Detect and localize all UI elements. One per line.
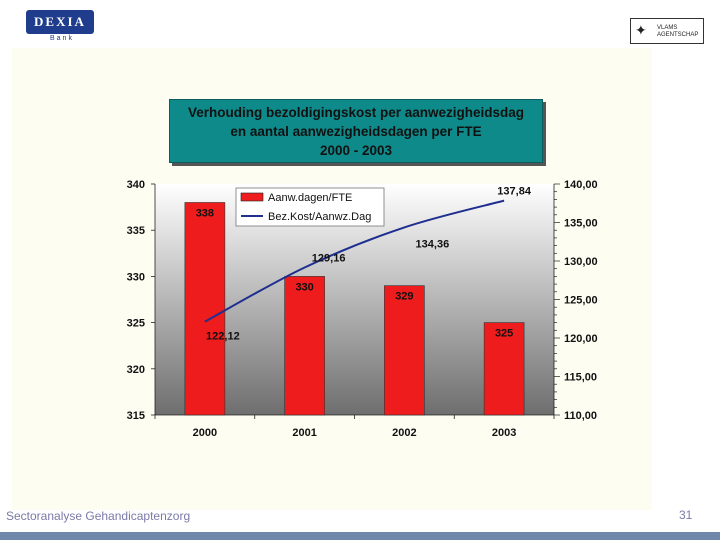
line-series: [204, 199, 505, 323]
line-value-label: 122,12: [206, 331, 240, 343]
chart-title: Verhouding bezoldigingskost per aanwezig…: [169, 99, 543, 163]
x-axis-tick-label: 2001: [292, 427, 316, 439]
bar-value-label: 325: [495, 328, 513, 340]
chart-title-line-2: en aantal aanwezigheidsdagen per FTE: [230, 124, 482, 139]
legend-label-bar: Aanw.dagen/FTE: [268, 192, 352, 204]
logo-text-line-2: AGENTSCHAP: [657, 32, 699, 38]
dexia-logo: DEXIA: [26, 10, 94, 34]
left-axis-tick-label: 315: [127, 410, 145, 422]
x-axis-tick-label: 2003: [492, 427, 516, 439]
left-axis-tick-label: 335: [127, 225, 145, 237]
dexia-logo-text: DEXIA: [34, 14, 86, 29]
bar: [284, 276, 325, 416]
vlaams-agentschap-logo-text: VLAMS AGENTSCHAP: [657, 25, 698, 39]
left-axis-tick-label: 340: [127, 179, 145, 191]
x-axis-tick-label: 2002: [392, 427, 416, 439]
line-path: [204, 199, 505, 323]
left-axis-tick-label: 325: [127, 318, 145, 330]
line-value-label: 137,84: [497, 186, 532, 198]
right-axis-tick-label: 135,00: [564, 218, 598, 230]
right-axis-tick-label: 110,00: [564, 410, 597, 422]
bar: [483, 322, 525, 416]
bar-value-label: 329: [395, 291, 413, 303]
bar-value-label: 338: [196, 207, 214, 219]
bar: [184, 202, 226, 416]
right-axis-tick-label: 140,00: [564, 179, 598, 191]
right-axis-tick-label: 115,00: [564, 372, 597, 384]
running-figure-icon: ✦: [635, 22, 647, 38]
left-axis-tick-label: 320: [127, 364, 145, 376]
legend-swatch-bar: [240, 192, 264, 202]
chart-title-line-1: Verhouding bezoldigingskost per aanwezig…: [187, 105, 525, 120]
page-number: 31: [679, 508, 693, 522]
data-labels: 338 330 329 325 122,12 129,16 134,36 137,84: [196, 186, 532, 343]
bottom-bar: [0, 532, 720, 540]
axes: 315 320 325 330 335 340 110,00 115,00 120,00 125,…: [127, 179, 598, 439]
logo-text-line-1: VLAMS: [657, 25, 678, 31]
bar-series: [184, 202, 525, 416]
x-axis-tick-label: 2000: [193, 427, 217, 439]
right-axis-tick-label: 120,00: [564, 333, 598, 345]
right-axis-tick-label: 130,00: [564, 256, 598, 268]
bar: [384, 285, 425, 416]
vlaams-agentschap-logo: ✦ VLAMS AGENTSCHAP: [630, 18, 704, 44]
right-axis-tick-label: 125,00: [564, 295, 598, 307]
line-value-label: 129,16: [312, 252, 346, 264]
dexia-logo-sub: Bank: [50, 35, 74, 42]
legend-label-line: Bez.Kost/Aanwz.Dag: [268, 211, 371, 223]
left-axis-tick-label: 330: [127, 271, 145, 283]
line-value-label: 134,36: [416, 238, 450, 250]
chart-title-line-3: 2000 - 2003: [319, 143, 393, 158]
bar-value-label: 330: [295, 281, 313, 293]
footer-text: Sectoranalyse Gehandicaptenzorg: [6, 509, 191, 523]
legend: Aanw.dagen/FTE Bez.Kost/Aanwz.Dag: [235, 187, 385, 227]
